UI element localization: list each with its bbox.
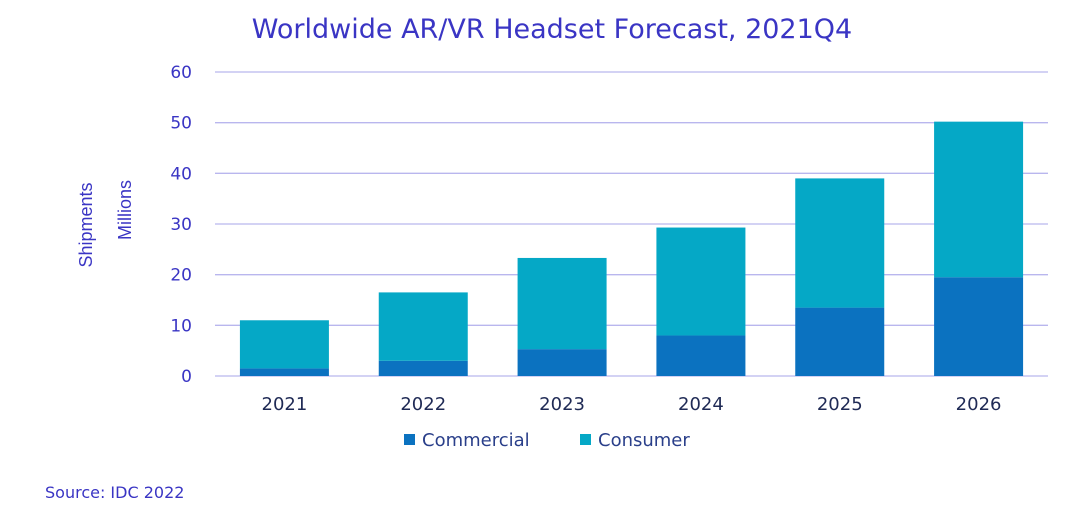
bar-commercial-2021 [239,368,329,376]
chart-title: Worldwide AR/VR Headset Forecast, 2021Q4 [252,14,852,45]
bar-commercial-2023 [517,349,607,376]
y-axis-label-group: Shipments Millions [76,180,135,268]
x-tick-labels: 2021 2022 2023 2024 2025 2026 [262,394,1002,415]
gridlines [215,71,1048,377]
bar-commercial-2024 [656,335,746,376]
y-tick-label: 20 [170,266,192,286]
x-tick-label: 2022 [400,394,446,415]
bar-consumer-2022 [378,292,468,361]
legend-swatch-consumer [580,434,591,445]
bar-consumer-2021 [239,320,329,369]
legend: Commercial Consumer [404,430,690,451]
y-axis-label: Shipments [76,182,96,267]
bar-commercial-2026 [934,277,1024,376]
y-tick-label: 60 [170,63,192,83]
y-tick-labels: 0 10 20 30 40 50 60 [170,63,192,387]
bar-consumer-2026 [934,121,1024,278]
bar-consumer-2025 [795,178,885,308]
y-axis-unit-label: Millions [115,180,135,240]
legend-label-consumer: Consumer [598,430,690,451]
bars [239,121,1024,376]
x-tick-label: 2025 [817,394,863,415]
y-tick-label: 10 [170,316,192,336]
legend-swatch-commercial [404,434,415,445]
x-tick-label: 2026 [956,394,1002,415]
bar-commercial-2022 [378,360,468,376]
y-tick-label: 40 [170,164,192,184]
bar-consumer-2023 [517,257,607,350]
x-tick-label: 2021 [262,394,308,415]
x-tick-label: 2024 [678,394,724,415]
y-tick-label: 50 [170,114,192,134]
legend-label-commercial: Commercial [422,430,530,451]
bar-consumer-2024 [656,227,746,336]
x-tick-label: 2023 [539,394,585,415]
bar-commercial-2025 [795,307,885,376]
y-tick-label: 30 [170,215,192,235]
y-tick-label: 0 [181,367,192,387]
source-note: Source: IDC 2022 [45,483,184,502]
